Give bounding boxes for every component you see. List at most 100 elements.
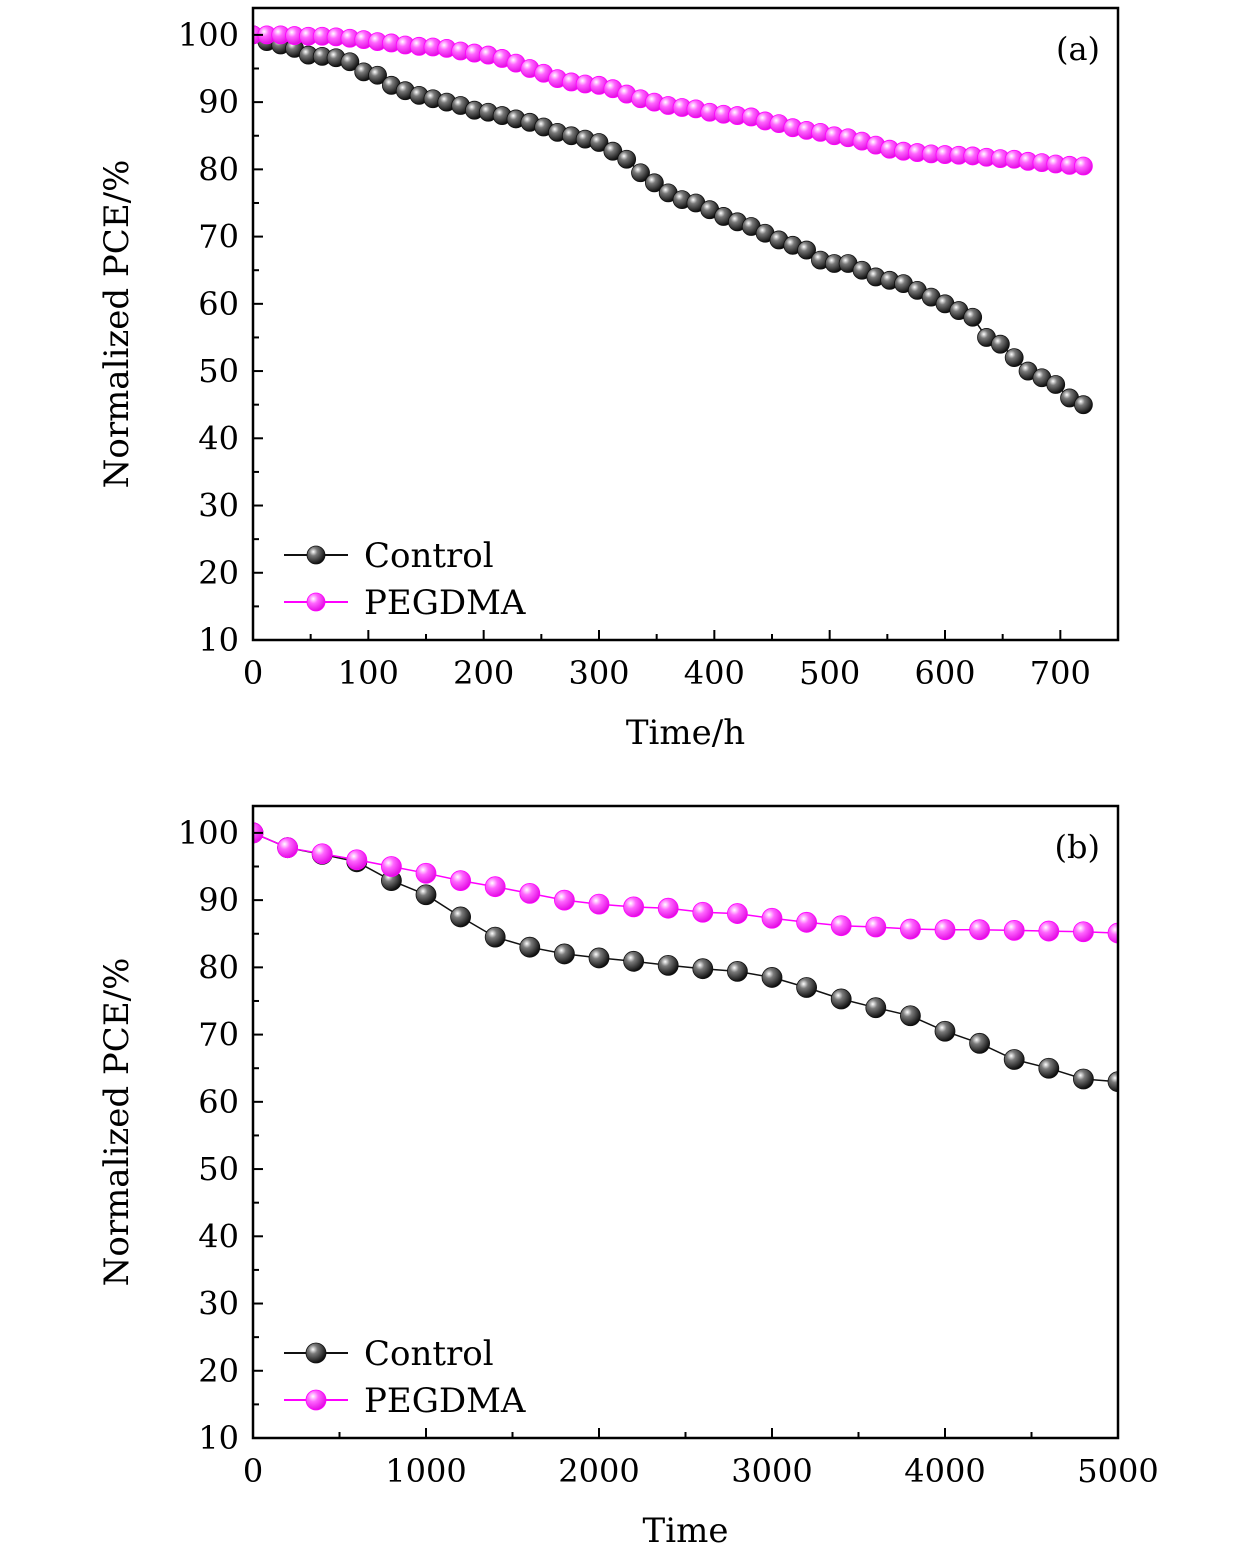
data-point-pegdma (277, 837, 299, 859)
x-tick-label: 400 (684, 654, 745, 692)
y-tick-label: 10 (198, 621, 239, 659)
y-tick-label: 10 (198, 1419, 239, 1457)
y-tick-label: 50 (198, 1150, 239, 1188)
data-point-pegdma (761, 907, 783, 929)
data-point-control (796, 977, 817, 998)
chart-panel-b: 0 1000 2000 3000 4000 5000 10 20 30 40 50 60 70 80 90 1… (97, 804, 1159, 1551)
legend-marker-pegdma (306, 592, 326, 612)
x-tick-label: 300 (568, 654, 629, 692)
data-point-control (588, 947, 610, 969)
series-line-control (253, 34, 1084, 406)
data-point-pegdma (830, 915, 852, 937)
data-point-pegdma (657, 897, 679, 919)
y-tick-label: 70 (198, 1016, 239, 1054)
panel-label: (b) (1055, 828, 1100, 866)
data-point-pegdma (1107, 922, 1118, 944)
y-tick-label: 60 (198, 1083, 239, 1121)
y-tick-label: 70 (198, 218, 239, 256)
data-point-pegdma (796, 911, 817, 933)
legend-label-pegdma: PEGDMA (364, 583, 526, 623)
legend: Control PEGDMA (284, 1334, 526, 1421)
data-point-control (761, 967, 783, 988)
data-point-control (692, 958, 714, 980)
data-point-control (603, 141, 623, 161)
data-point-pegdma (311, 843, 333, 865)
data-point-control (589, 133, 609, 152)
data-point-pegdma (900, 918, 921, 940)
data-point-control (900, 1005, 921, 1027)
x-tick-label: 700 (1030, 654, 1091, 692)
chart-panel-a: 0 100 200 300 400 500 600 700 10 20 30 40 50 60 70 80 90… (97, 6, 1120, 753)
y-tick-label: 40 (198, 419, 239, 457)
y-tick-label: 30 (198, 487, 239, 525)
data-point-pegdma (415, 862, 437, 884)
y-tick-label: 80 (198, 948, 239, 986)
data-point-control (934, 1020, 956, 1042)
panel-label: (a) (1056, 30, 1100, 68)
y-tick-label: 20 (198, 554, 239, 592)
data-point-control (1074, 395, 1093, 415)
data-point-pegdma (380, 856, 402, 877)
x-tick-label: 0 (243, 1452, 263, 1490)
data-point-pegdma (692, 901, 714, 923)
x-tick-label: 2000 (558, 1452, 639, 1490)
data-point-control (1003, 1049, 1025, 1070)
y-tick-label: 90 (198, 881, 239, 919)
data-point-control (415, 884, 437, 906)
y-tick-label: 50 (198, 352, 239, 390)
y-tick-label: 80 (198, 150, 239, 188)
y-tick-label: 40 (198, 1217, 239, 1255)
y-axis-title: Normalized PCE/% (97, 958, 137, 1287)
data-point-pegdma (934, 919, 956, 941)
plot-frame (251, 6, 1120, 642)
legend-label-pegdma: PEGDMA (364, 1381, 526, 1421)
data-point-control (368, 65, 387, 85)
data-point-control (644, 173, 664, 193)
data-point-control (1107, 1071, 1118, 1093)
data-point-control (1073, 1068, 1094, 1090)
data-point-pegdma (588, 893, 610, 915)
legend-label-control: Control (364, 536, 494, 576)
x-tick-label: 500 (799, 654, 860, 692)
data-point-control (963, 307, 983, 327)
data-point-control (519, 936, 541, 958)
data-point-control (865, 997, 887, 1019)
series-pegdma (253, 822, 1118, 944)
y-tick-label: 30 (198, 1285, 239, 1323)
data-point-pegdma (450, 870, 472, 892)
data-point-control (484, 926, 506, 948)
x-tick-label: 0 (243, 654, 263, 692)
data-point-pegdma (969, 919, 990, 941)
x-tick-label: 200 (453, 654, 514, 692)
y-tick-label: 20 (198, 1352, 239, 1390)
data-point-pegdma (727, 903, 748, 924)
x-tick-label: 100 (338, 654, 399, 692)
data-point-pegdma (1073, 921, 1094, 943)
data-point-control (830, 988, 852, 1010)
x-axis-title: Time/h (626, 713, 745, 753)
data-point-control (727, 960, 748, 982)
y-tick-label: 100 (178, 814, 239, 852)
legend: Control PEGDMA (284, 536, 526, 623)
data-point-control (623, 950, 644, 972)
x-axis-title: Time (643, 1511, 729, 1551)
legend-marker-pegdma (305, 1389, 327, 1411)
data-point-control (969, 1032, 990, 1054)
data-point-control (1046, 375, 1066, 394)
data-point-control (617, 149, 637, 169)
legend-marker-control (305, 1342, 327, 1364)
y-axis-title: Normalized PCE/% (97, 160, 137, 489)
data-point-control (450, 906, 472, 928)
data-point-pegdma (1003, 919, 1025, 941)
series-control (253, 25, 1093, 415)
data-point-pegdma (519, 883, 541, 904)
data-point-pegdma (1038, 920, 1060, 942)
data-point-pegdma (346, 849, 368, 871)
x-tick-label: 5000 (1077, 1452, 1158, 1490)
data-point-control (554, 943, 575, 965)
x-tick-label: 1000 (385, 1452, 466, 1490)
data-point-pegdma (484, 876, 506, 898)
data-point-pegdma (623, 896, 644, 918)
x-tick-label: 4000 (904, 1452, 985, 1490)
